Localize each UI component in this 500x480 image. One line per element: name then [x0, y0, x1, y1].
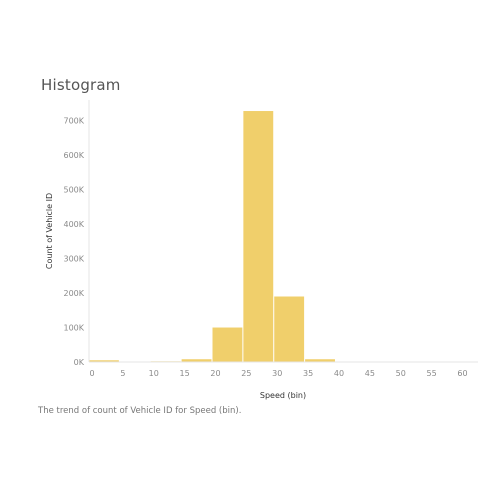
x-tick-label: 60 — [457, 369, 467, 378]
y-tick-label: 0K — [74, 358, 85, 367]
y-tick-label: 100K — [63, 324, 84, 333]
histogram-bar — [181, 359, 212, 362]
histogram-bar — [212, 327, 243, 362]
x-tick-label: 35 — [303, 369, 313, 378]
x-tick-label: 25 — [241, 369, 251, 378]
x-tick-label: 15 — [180, 369, 190, 378]
histogram-bar — [89, 360, 119, 362]
x-axis-label: Speed (bin) — [260, 391, 306, 400]
x-tick-label: 20 — [210, 369, 220, 378]
x-tick-label: 40 — [334, 369, 344, 378]
x-tick-label: 5 — [120, 369, 125, 378]
x-tick-label: 55 — [427, 369, 437, 378]
y-tick-label: 500K — [63, 186, 84, 195]
histogram-bar — [305, 359, 335, 362]
x-tick-label: 50 — [396, 369, 406, 378]
y-axis-label: Count of Vehicle ID — [45, 193, 54, 269]
x-tick-label: 30 — [272, 369, 282, 378]
bars-group — [89, 111, 366, 363]
x-tick-labels: 0 5 10 15 20 25 30 35 40 45 50 55 60 — [89, 369, 467, 378]
histogram-bar — [274, 296, 305, 362]
y-tick-label: 700K — [63, 117, 84, 126]
histogram-bar — [243, 111, 274, 362]
chart-title: Histogram — [41, 76, 121, 94]
x-tick-label: 0 — [89, 369, 94, 378]
y-tick-label: 300K — [63, 255, 84, 264]
x-tick-label: 45 — [365, 369, 375, 378]
y-tick-label: 400K — [63, 220, 84, 229]
y-tick-labels: 0K 100K 200K 300K 400K 500K 600K 700K — [63, 117, 84, 367]
y-tick-label: 600K — [63, 151, 84, 160]
y-tick-label: 200K — [63, 289, 84, 298]
chart-caption: The trend of count of Vehicle ID for Spe… — [38, 406, 242, 416]
x-tick-label: 10 — [149, 369, 159, 378]
